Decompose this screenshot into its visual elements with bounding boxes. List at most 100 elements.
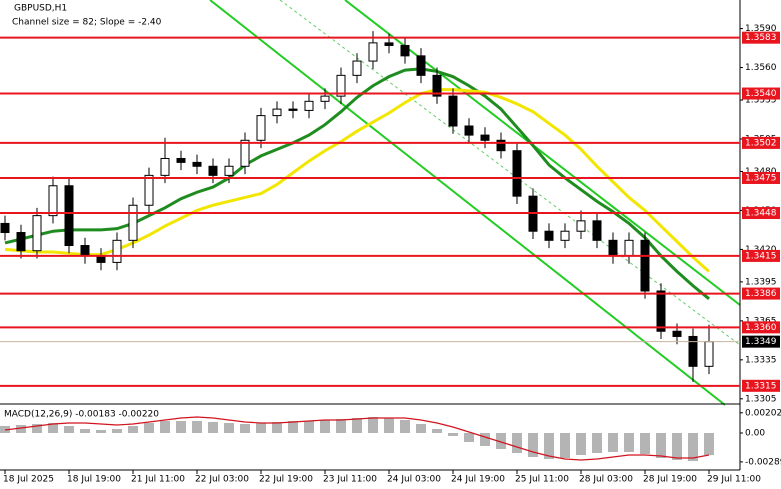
moving-average	[4, 67, 710, 300]
candle-body	[416, 55, 426, 76]
candle-body	[352, 60, 362, 76]
macd-bar	[112, 429, 122, 433]
candle-body	[464, 125, 474, 136]
x-tick-label: 18 Jul 19:00	[67, 475, 121, 485]
level-label: 1.3475	[745, 173, 777, 183]
candle-body	[176, 157, 186, 163]
candle-body	[272, 108, 282, 117]
candle-body	[624, 239, 634, 257]
candle-body	[224, 165, 234, 176]
x-tick-label: 24 Jul 03:00	[387, 475, 441, 485]
candle-body	[0, 222, 10, 234]
macd-bar	[272, 422, 282, 433]
x-tick-label: 22 Jul 03:00	[195, 475, 249, 485]
macd-bar	[480, 433, 490, 446]
candle-body	[320, 95, 330, 102]
macd-bar	[64, 426, 74, 433]
y-tick-label: 1.3590	[745, 24, 777, 34]
candle-body	[400, 44, 410, 57]
macd-bar	[256, 423, 266, 433]
candle-body	[128, 204, 138, 241]
level-label-box	[742, 379, 780, 392]
current-price-box	[742, 335, 780, 348]
candle-body	[560, 230, 570, 241]
macd-bar	[240, 424, 250, 433]
level-label: 1.3360	[745, 323, 777, 333]
candle-body	[496, 139, 506, 152]
y-tick-label: 0.00202	[745, 408, 781, 418]
level-label: 1.3448	[745, 209, 777, 219]
candle-body	[640, 239, 650, 292]
macd-bar	[560, 433, 570, 458]
candle-body	[208, 165, 218, 176]
macd-bar	[672, 433, 682, 460]
macd-bar	[144, 423, 154, 433]
level-label-box	[742, 207, 780, 220]
candle-body	[704, 341, 714, 367]
candle-body	[64, 185, 74, 247]
candle-body	[80, 245, 90, 257]
y-tick-label: 1.3535	[745, 96, 777, 106]
macd-bar	[160, 421, 170, 433]
macd-bar	[448, 433, 458, 436]
x-tick-label: 18 Jul 2025	[3, 475, 54, 485]
macd-bar	[400, 420, 410, 433]
macd-bar	[528, 433, 538, 457]
channel-lower	[209, 0, 726, 406]
macd-bar	[656, 433, 666, 458]
candle-body	[304, 100, 314, 111]
level-label: 1.3502	[745, 138, 777, 148]
candle-body	[368, 42, 378, 62]
candle-body	[112, 239, 122, 263]
macd-bar	[368, 417, 378, 433]
level-label: 1.3583	[745, 33, 777, 43]
macd-bar	[704, 433, 714, 455]
macd-bar	[16, 425, 26, 433]
plot-area	[0, 31, 714, 461]
x-tick-label: 25 Jul 11:00	[515, 475, 569, 485]
x-tick-label: 28 Jul 03:00	[579, 475, 633, 485]
candle-body	[288, 108, 298, 111]
candle-body	[608, 239, 618, 257]
candle-body	[448, 95, 458, 127]
level-label-box	[742, 171, 780, 184]
y-tick-label: 0.00	[745, 429, 765, 439]
macd-bar	[544, 433, 554, 459]
candle-body	[480, 134, 490, 141]
level-label: 1.3315	[745, 381, 777, 391]
level-label-box	[742, 287, 780, 300]
y-tick-label: 1.3305	[745, 394, 777, 404]
candle-body	[656, 290, 666, 332]
candle-body	[512, 150, 522, 197]
x-tick-label: 28 Jul 19:00	[643, 475, 697, 485]
macd-bar	[80, 429, 90, 433]
candle-body	[432, 74, 442, 97]
candle-body	[256, 115, 266, 141]
level-label-box	[742, 136, 780, 149]
candle-body	[240, 139, 250, 167]
macd-bar	[352, 418, 362, 433]
candle-body	[48, 185, 58, 217]
candle-body	[576, 220, 586, 232]
channel	[209, 0, 741, 406]
macd-bar	[416, 424, 426, 433]
candle-body	[672, 330, 682, 337]
level-label: 1.3415	[745, 251, 777, 261]
level-label-box	[742, 321, 780, 334]
macd-bar	[208, 422, 218, 433]
macd-bar	[496, 433, 506, 449]
macd-bar	[192, 421, 202, 433]
macd-bar	[688, 433, 698, 461]
y-tick-label: 1.3395	[745, 277, 777, 287]
candle-body	[16, 232, 26, 252]
x-tick-label: 24 Jul 19:00	[451, 475, 505, 485]
macd-bar	[640, 433, 650, 454]
candle-body	[192, 161, 202, 167]
candle-body	[592, 220, 602, 241]
channel-upper	[344, 0, 741, 306]
y-tick-label: 1.3560	[745, 63, 777, 73]
candle-body	[144, 174, 154, 206]
level-label-box	[742, 87, 780, 100]
macd-bar	[592, 433, 602, 453]
